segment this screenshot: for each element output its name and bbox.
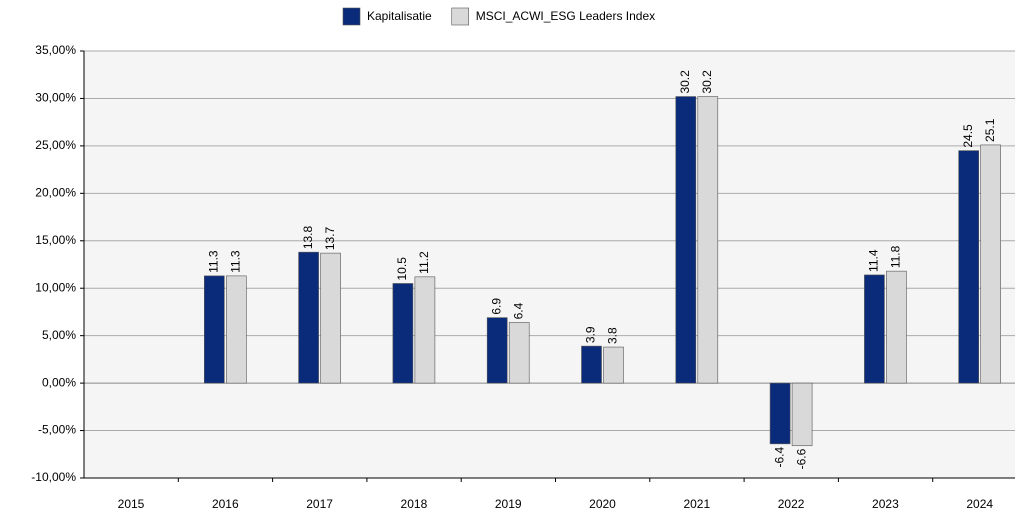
bar — [697, 96, 719, 384]
y-tick-label: 25,00% — [35, 138, 76, 152]
bar — [226, 275, 247, 384]
bar — [864, 274, 885, 384]
value-label: 11.8 — [889, 245, 903, 268]
value-label: 3.8 — [606, 327, 620, 344]
legend-swatch — [342, 7, 361, 26]
y-tick-label: 10,00% — [35, 280, 76, 294]
x-tick-label: 2020 — [589, 497, 616, 511]
y-tick-label: 5,00% — [42, 328, 76, 342]
legend-label: Kapitalisatie — [367, 9, 432, 23]
value-label: -6.6 — [794, 448, 808, 469]
bar — [581, 345, 602, 384]
x-tick-label: 2016 — [212, 497, 239, 511]
x-tick-label: 2023 — [872, 497, 899, 511]
x-tick-label: 2022 — [778, 497, 805, 511]
x-tick-label: 2015 — [118, 497, 145, 511]
bar — [392, 283, 414, 384]
value-label: 13.7 — [323, 226, 337, 250]
bar — [486, 317, 508, 384]
value-label: 6.9 — [489, 298, 503, 315]
y-tick-label: 0,00% — [42, 375, 76, 389]
value-label: 25.1 — [983, 118, 997, 142]
plot-area — [84, 51, 1015, 478]
bar — [769, 382, 791, 445]
value-label: 30.2 — [678, 70, 692, 94]
legend-label: MSCI_ACWI_ESG Leaders Index — [476, 9, 655, 23]
y-tick-label: 15,00% — [35, 233, 76, 247]
bar — [603, 346, 624, 384]
value-label: 10.5 — [395, 257, 409, 281]
value-label: -6.4 — [772, 447, 786, 468]
bar — [508, 322, 530, 384]
value-label: 11.4 — [867, 249, 881, 272]
y-tick-label: 35,00% — [35, 43, 76, 57]
x-tick-label: 2019 — [495, 497, 522, 511]
x-tick-label: 2024 — [966, 497, 993, 511]
x-tick-label: 2017 — [306, 497, 333, 511]
value-label: 11.3 — [206, 250, 220, 273]
value-label: 30.2 — [700, 70, 714, 94]
value-label: 24.5 — [961, 124, 975, 148]
legend-swatch — [451, 7, 470, 26]
bar — [886, 270, 907, 384]
x-tick-label: 2018 — [401, 497, 428, 511]
bar — [675, 96, 697, 384]
bar — [791, 382, 813, 447]
value-label: 6.4 — [511, 302, 525, 319]
y-tick-label: 30,00% — [35, 91, 76, 105]
y-tick-label: -10,00% — [31, 470, 76, 484]
y-tick-label: 20,00% — [35, 186, 76, 200]
y-tick-label: -5,00% — [38, 423, 76, 437]
bar — [204, 275, 225, 384]
bar — [414, 276, 436, 384]
bar — [980, 144, 1002, 384]
bar — [298, 251, 319, 384]
bar — [958, 150, 980, 384]
value-label: 11.3 — [228, 250, 242, 273]
x-tick-label: 2021 — [683, 497, 710, 511]
value-label: 13.8 — [301, 225, 315, 249]
bar — [320, 252, 341, 384]
value-label: 11.2 — [417, 251, 431, 274]
value-label: 3.9 — [584, 326, 598, 343]
